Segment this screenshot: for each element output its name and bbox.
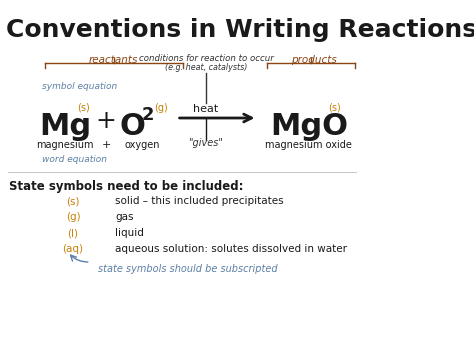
Text: solid – this included precipitates: solid – this included precipitates — [115, 196, 284, 206]
Text: oxygen: oxygen — [124, 140, 160, 150]
Text: (l): (l) — [67, 228, 79, 238]
Text: (aq): (aq) — [63, 244, 83, 254]
Text: aqueous solution: solutes dissolved in water: aqueous solution: solutes dissolved in w… — [115, 244, 347, 254]
Text: reactants: reactants — [89, 55, 138, 65]
Text: magnesium: magnesium — [36, 140, 94, 150]
Text: (s): (s) — [66, 196, 80, 206]
Text: (s): (s) — [328, 103, 341, 113]
Text: liquid: liquid — [115, 228, 144, 238]
Text: word equation: word equation — [42, 155, 107, 164]
Text: (e.g. heat, catalysts): (e.g. heat, catalysts) — [164, 63, 247, 72]
Text: heat: heat — [193, 104, 219, 114]
Text: +: + — [101, 140, 111, 150]
Text: 2: 2 — [141, 106, 154, 124]
Text: symbol equation: symbol equation — [42, 82, 118, 91]
Text: Mg: Mg — [39, 112, 91, 141]
Text: +: + — [96, 109, 117, 133]
Text: MgO: MgO — [270, 112, 348, 141]
Text: (g): (g) — [66, 212, 80, 222]
Text: magnesium oxide: magnesium oxide — [265, 140, 352, 150]
Text: (s): (s) — [77, 103, 90, 113]
Text: O: O — [119, 112, 145, 141]
Text: State symbols need to be included:: State symbols need to be included: — [9, 180, 244, 193]
Text: conditions for reaction to occur: conditions for reaction to occur — [138, 54, 273, 63]
Text: state symbols should be subscripted: state symbols should be subscripted — [98, 264, 278, 274]
Text: gas: gas — [115, 212, 134, 222]
Text: (g): (g) — [154, 103, 167, 113]
Text: Conventions in Writing Reactions: Conventions in Writing Reactions — [6, 18, 474, 42]
Text: products: products — [291, 55, 337, 65]
Text: "gives": "gives" — [189, 138, 223, 148]
